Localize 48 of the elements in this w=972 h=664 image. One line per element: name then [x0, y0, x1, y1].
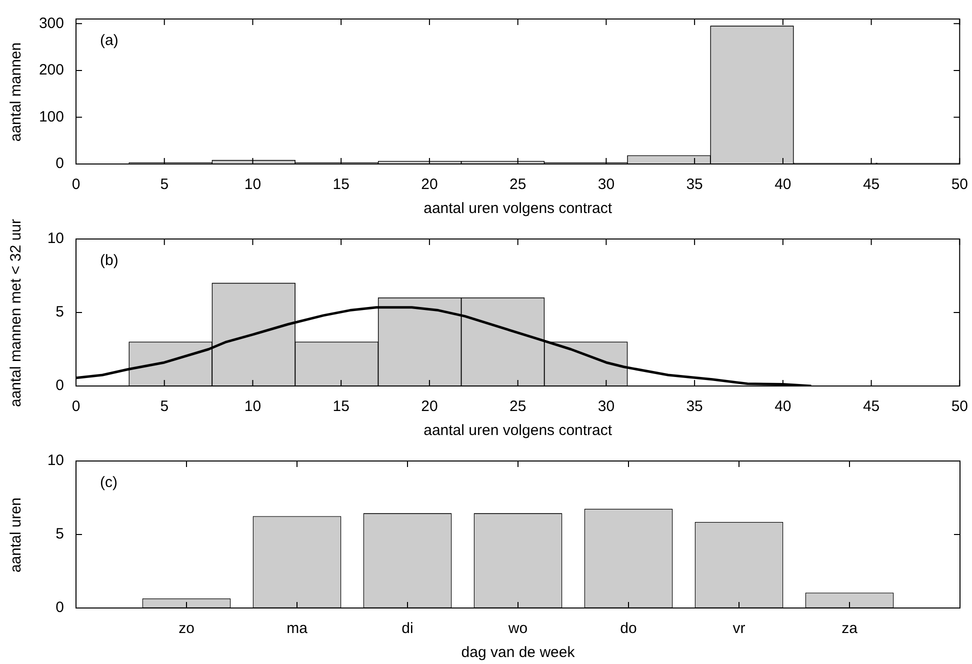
x-tick-label: zo	[178, 620, 194, 638]
y-tick-label: 0	[56, 599, 64, 616]
x-tick-label: za	[842, 620, 858, 638]
annotation: (a)	[100, 32, 118, 50]
y-tick-label: 100	[38, 108, 64, 126]
x-tick-label: 25	[509, 176, 526, 194]
y-tick-label: 0	[56, 377, 64, 394]
y-tick-label: 200	[38, 62, 64, 79]
x-tick-label: ma	[286, 620, 308, 638]
x-tick-label: 30	[598, 398, 615, 416]
x-tick-label: 50	[951, 176, 968, 194]
y-tick-label: 5	[56, 526, 64, 543]
x-tick-label: 5	[160, 398, 169, 416]
x-tick-label: 25	[509, 398, 526, 416]
y-axis-title: aantal mannen met < 32 uur	[8, 218, 24, 407]
x-tick-label: wo	[507, 620, 528, 638]
y-tick-label: 300	[38, 14, 64, 32]
x-tick-label: 0	[72, 398, 80, 416]
x-tick-label: 15	[332, 176, 350, 194]
x-tick-label: 45	[862, 398, 880, 416]
x-tick-label: 40	[774, 398, 792, 416]
x-tick-label: 0	[72, 176, 80, 194]
x-tick-label: do	[620, 620, 637, 638]
x-axis-title: aantal uren volgens contract	[424, 422, 613, 440]
annotation: (c)	[100, 474, 118, 492]
annotation: (b)	[100, 252, 118, 270]
y-axis-title: aantal mannen	[8, 42, 24, 142]
x-tick-label: 50	[951, 398, 968, 416]
y-tick-label: 5	[56, 304, 64, 321]
x-tick-label: vr	[732, 620, 746, 638]
x-tick-label: 30	[598, 176, 615, 194]
x-axis-title: aantal uren volgens contract	[424, 200, 613, 218]
x-tick-label: 15	[332, 398, 350, 416]
x-tick-label: 20	[421, 398, 438, 416]
y-tick-label: 0	[56, 155, 64, 172]
x-tick-label: 35	[686, 398, 703, 416]
y-tick-label: 10	[47, 230, 64, 248]
x-tick-label: 35	[686, 176, 703, 194]
x-tick-label: 5	[160, 176, 169, 194]
y-tick-label: 10	[47, 452, 64, 470]
x-tick-label: 10	[244, 398, 262, 416]
x-axis-title: dag van de week	[461, 644, 576, 662]
x-tick-label: 20	[421, 176, 438, 194]
x-tick-label: di	[402, 620, 414, 638]
x-tick-label: 40	[774, 176, 792, 194]
x-tick-label: 45	[862, 176, 880, 194]
y-axis-title: aantal uren	[8, 496, 24, 572]
x-tick-label: 10	[244, 176, 262, 194]
